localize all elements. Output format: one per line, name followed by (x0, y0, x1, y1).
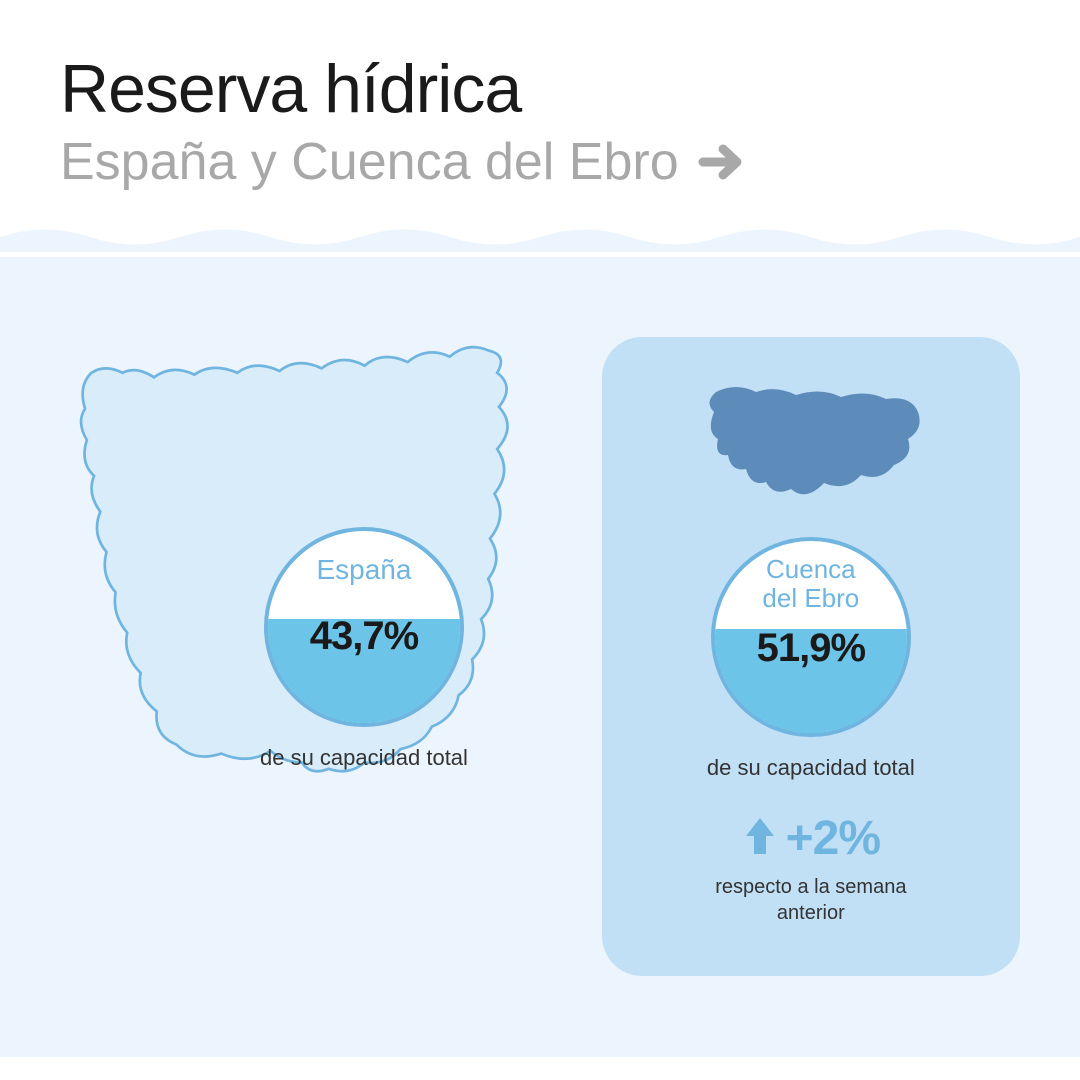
ebro-pct: 51,9% (757, 626, 865, 671)
change-caption-line1: respecto a la semana (715, 876, 906, 898)
spain-gauge-label: España (316, 555, 411, 586)
change-row: +2% (742, 811, 880, 866)
spain-caption: de su capacidad total (260, 745, 468, 771)
spain-section: España 43,7% de su capacidad total (60, 337, 562, 808)
ebro-gauge: Cuenca del Ebro 51,9% (711, 537, 911, 737)
content-wrap: España 43,7% de su capacidad total Cuenc… (0, 337, 1080, 976)
page-subtitle: España y Cuenca del Ebro (60, 132, 1020, 192)
subtitle-text: España y Cuenca del Ebro (60, 132, 679, 192)
spain-pct: 43,7% (310, 614, 418, 659)
main-area: España 43,7% de su capacidad total Cuenc… (0, 257, 1080, 1057)
spain-gauge-wrap: España 43,7% de su capacidad total (260, 527, 468, 771)
ebro-gauge-label: Cuenca del Ebro (762, 555, 859, 612)
change-value: +2% (786, 811, 880, 866)
arrow-up-icon (742, 814, 778, 863)
ebro-label-line2: del Ebro (762, 583, 859, 613)
change-caption: respecto a la semana anterior (715, 874, 906, 926)
arrow-right-icon (697, 137, 747, 187)
ebro-label-line1: Cuenca (766, 554, 856, 584)
header: Reserva hídrica España y Cuenca del Ebro (0, 0, 1080, 222)
change-caption-line2: anterior (777, 902, 845, 924)
ebro-map-wrap (696, 377, 926, 512)
spain-gauge: España 43,7% (264, 527, 464, 727)
wave-divider (0, 222, 1080, 252)
ebro-map-icon (696, 377, 926, 507)
ebro-card: Cuenca del Ebro 51,9% de su capacidad to… (602, 337, 1020, 976)
ebro-caption: de su capacidad total (707, 755, 915, 781)
page-title: Reserva hídrica (60, 50, 1020, 128)
